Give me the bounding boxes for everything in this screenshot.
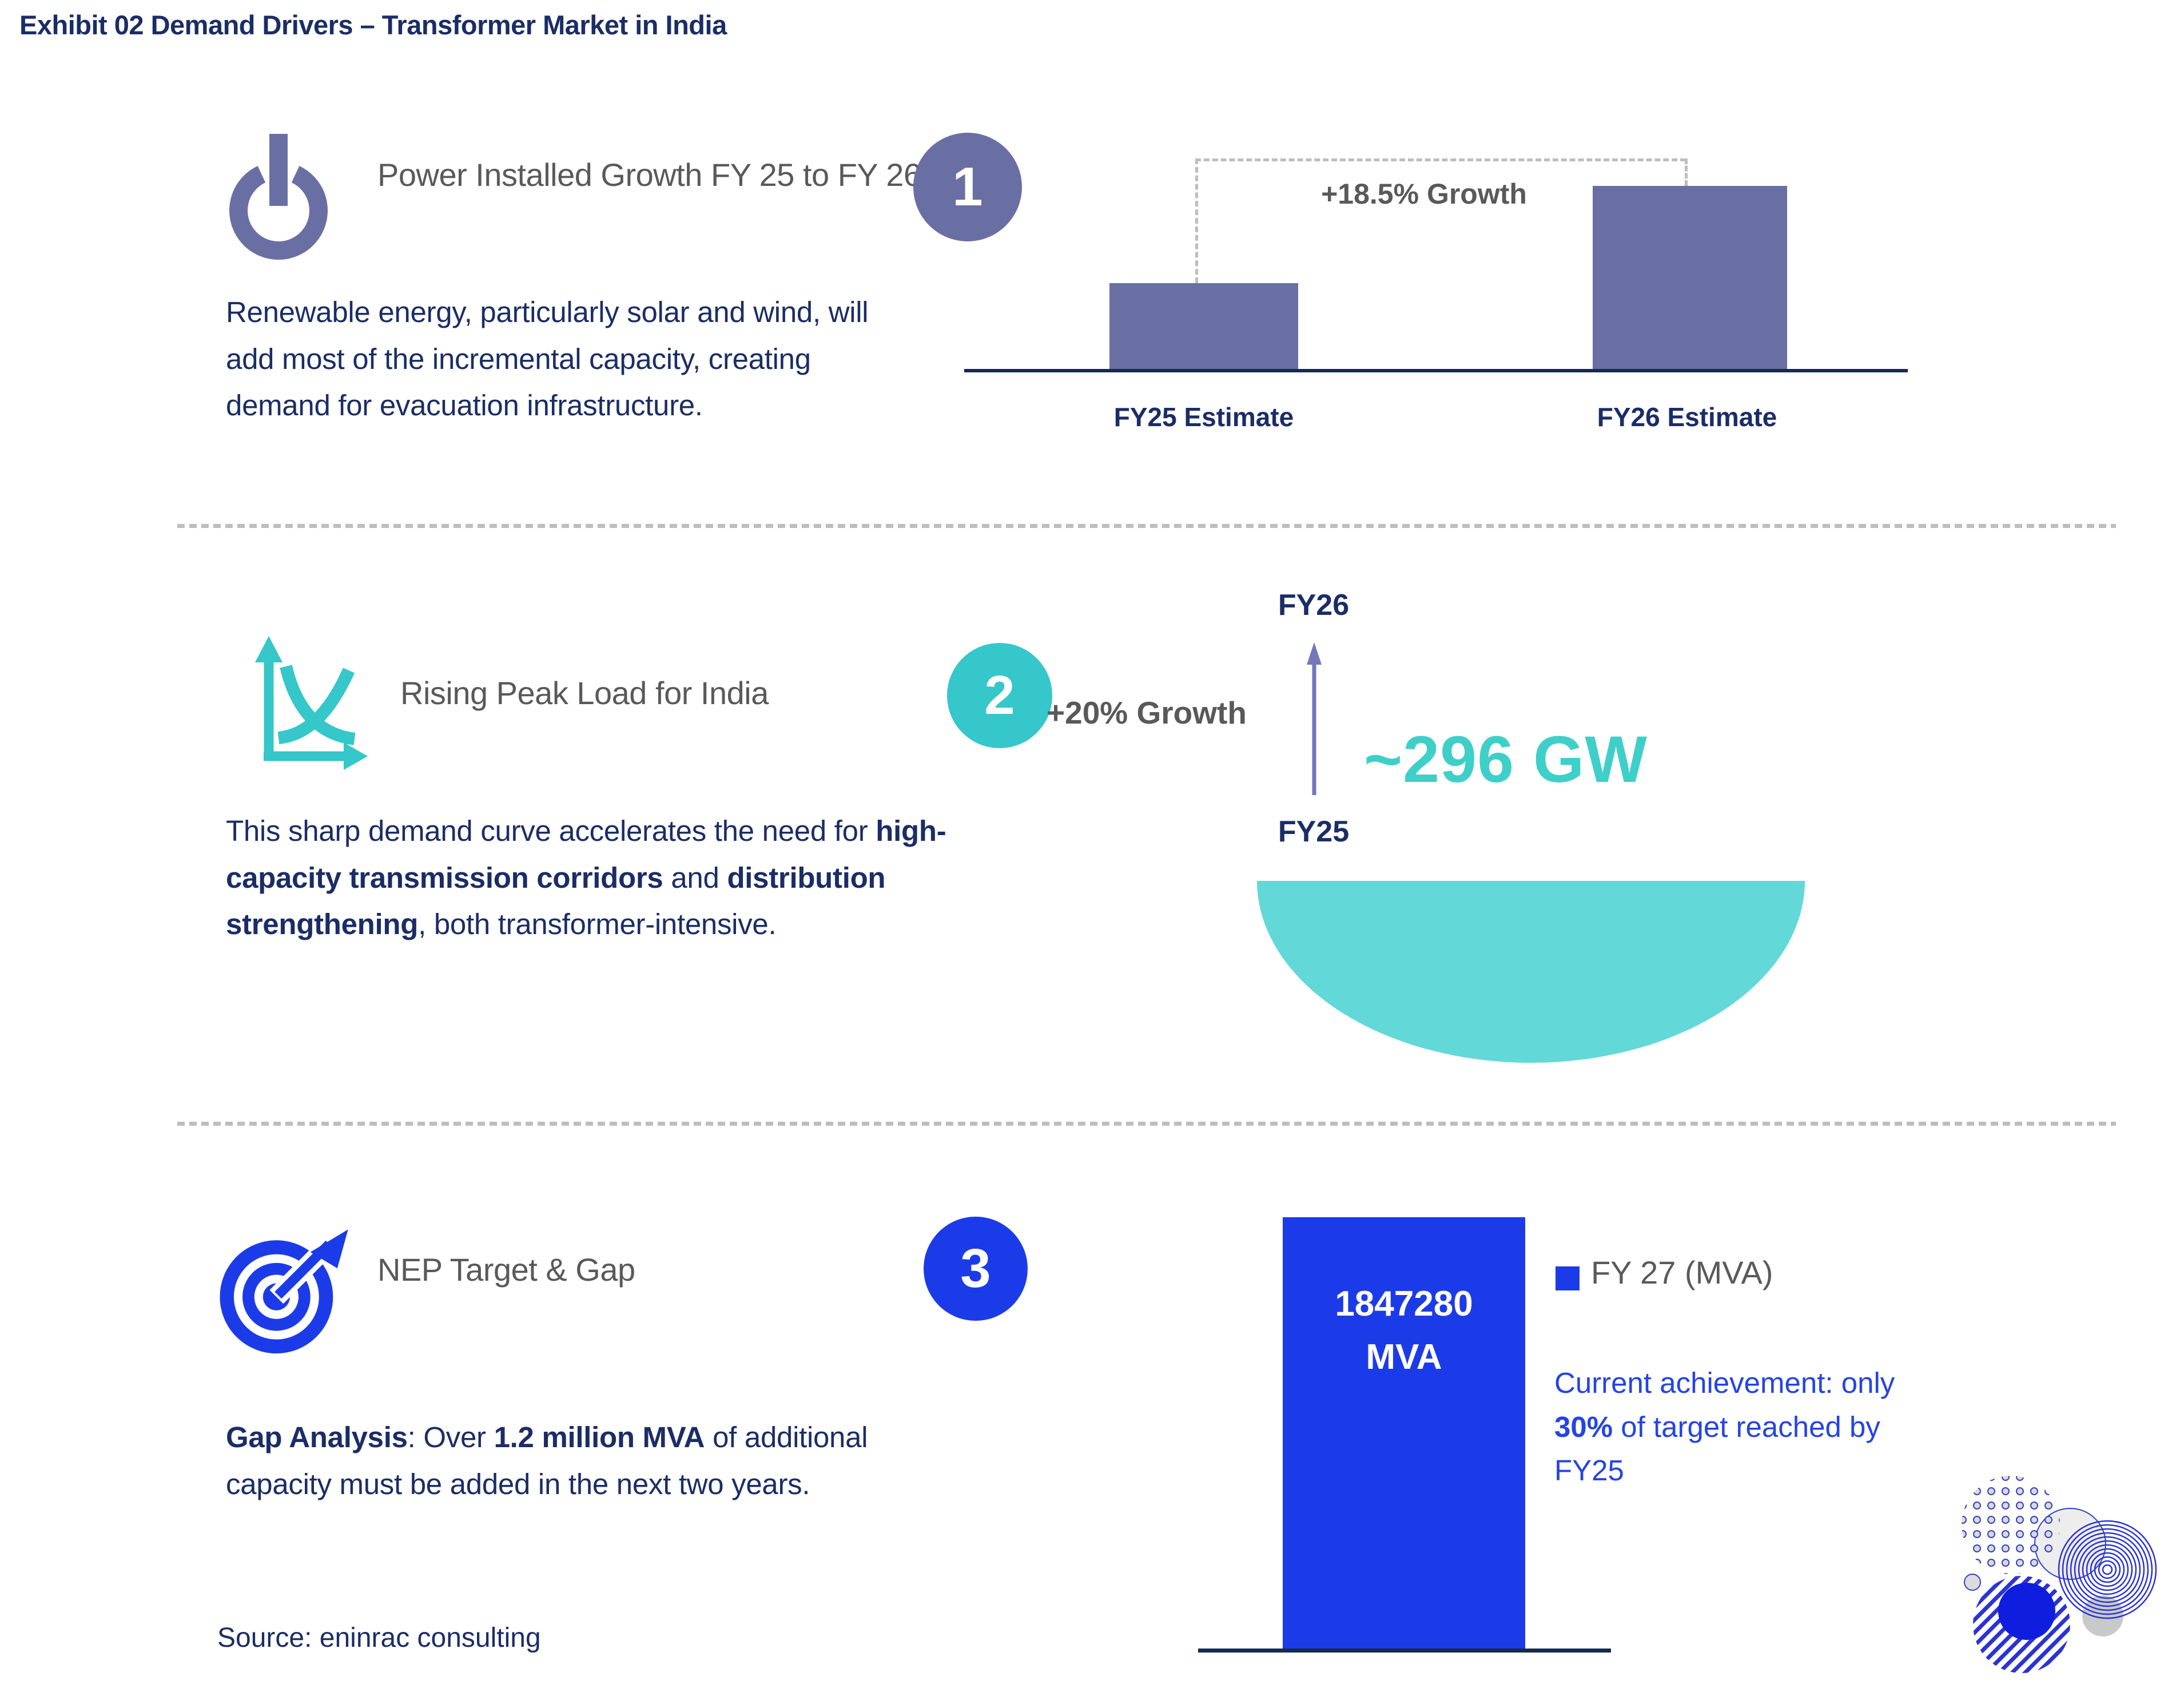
section2-paragraph: This sharp demand curve accelerates the …: [226, 808, 1027, 948]
legend-label: FY 27 (MVA): [1591, 1254, 1773, 1290]
label-fy26: FY26: [1278, 589, 1350, 622]
chart1-axis: [964, 369, 1908, 372]
growth-label-1: +18.5% Growth: [1321, 178, 1527, 210]
target-icon: [220, 1224, 353, 1354]
achievement-note: Current achievement: only 30% of target …: [1554, 1361, 1897, 1493]
rising-curves-icon: [255, 636, 368, 770]
growth-bracket-right: [1685, 158, 1688, 186]
up-arrow-icon: [1307, 642, 1322, 795]
growth-bracket-left: [1195, 158, 1198, 283]
text-run-bold: Gap Analysis: [226, 1421, 408, 1453]
section3-number: 3: [960, 1238, 991, 1299]
section3-heading: NEP Target & Gap: [377, 1252, 635, 1288]
text-run: : Over: [407, 1421, 494, 1453]
bar-fy25-estimate: [1109, 283, 1298, 369]
text-run-bold: high-capacity transmission corridors: [226, 815, 946, 894]
bar-value: 1847280: [1335, 1284, 1473, 1324]
label-fy26-estimate: FY26 Estimate: [1597, 402, 1777, 432]
text-run-bold: 30%: [1554, 1410, 1613, 1443]
growth-label-2: +20% Growth: [1047, 695, 1247, 730]
section2-heading: Rising Peak Load for India: [400, 675, 769, 711]
text-run: , both transformer-intensive.: [418, 908, 777, 941]
label-fy25-estimate: FY25 Estimate: [1113, 402, 1294, 432]
section2-number-badge: 2: [947, 643, 1052, 748]
section1-number: 1: [952, 156, 983, 217]
decorative-circles: [1962, 1476, 2157, 1673]
label-fy25: FY25: [1278, 815, 1350, 848]
text-run: of target reached by FY25: [1554, 1410, 1880, 1487]
chart3-axis: [1198, 1649, 1611, 1653]
page-title: Exhibit 02 Demand Drivers – Transformer …: [19, 10, 727, 40]
section2-number: 2: [984, 665, 1015, 726]
section1-paragraph: Renewable energy, particularly solar and…: [226, 296, 869, 422]
growth-bracket-top: [1195, 158, 1686, 161]
source-note: Source: eninrac consulting: [217, 1623, 541, 1653]
section1-heading: Power Installed Growth FY 25 to FY 26: [377, 157, 921, 193]
text-run-bold: distribution strengthening: [226, 861, 886, 941]
section-divider-2: [177, 1122, 2116, 1126]
text-run: and: [663, 861, 727, 894]
peak-load-value: ~296 GW: [1364, 723, 1648, 796]
power-icon: [229, 134, 328, 260]
text-run: This sharp demand curve accelerates the …: [226, 815, 876, 847]
section-divider-1: [177, 524, 2116, 528]
section3-number-badge: 3: [924, 1217, 1028, 1321]
section1-number-badge: 1: [913, 133, 1022, 241]
teal-bowl-shape: [1257, 881, 1805, 1063]
text-run: Current achievement: only: [1554, 1367, 1895, 1399]
legend-swatch: [1556, 1266, 1580, 1290]
text-run: of additional capacity must be added in …: [226, 1421, 868, 1500]
bar-fy27-target: 1847280 MVA: [1283, 1217, 1525, 1650]
text-run-bold: 1.2 million MVA: [494, 1421, 705, 1453]
section3-paragraph: Gap Analysis: Over 1.2 million MVA of ad…: [226, 1414, 969, 1507]
bar-fy26-estimate: [1593, 186, 1787, 369]
bar-unit: MVA: [1366, 1337, 1442, 1377]
